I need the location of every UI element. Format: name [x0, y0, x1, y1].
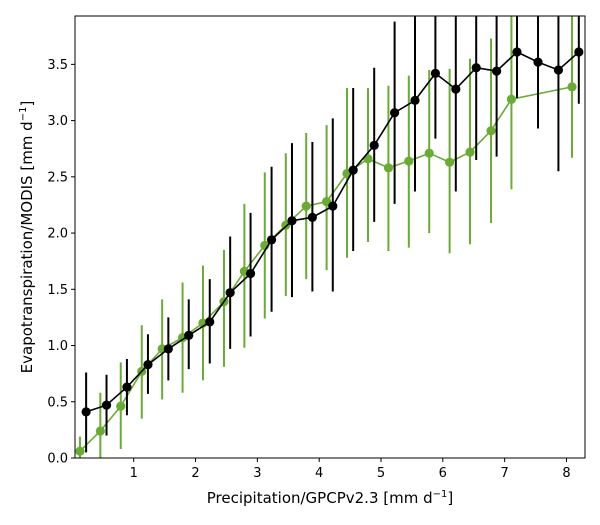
data-point-green	[404, 156, 414, 166]
data-point-green	[567, 82, 577, 92]
series-green	[75, 16, 577, 458]
data-point-black	[369, 140, 379, 150]
data-point-green	[383, 163, 394, 173]
data-point-black	[143, 360, 153, 370]
data-point-black	[533, 57, 543, 67]
data-point-black	[122, 382, 132, 392]
y-tick-label: 3.5	[47, 58, 68, 73]
data-point-black	[574, 47, 584, 57]
data-point-black	[266, 235, 277, 245]
x-axis-label: Precipitation/GPCPv2.3 [mm d−1]	[207, 489, 453, 507]
y-tick-label: 3.0	[47, 114, 68, 129]
y-tick-label: 2.0	[47, 227, 68, 242]
data-point-green	[424, 148, 434, 158]
data-point-black	[307, 212, 317, 222]
y-tick-label: 1.5	[47, 283, 68, 298]
data-point-green	[95, 426, 105, 436]
data-point-black	[451, 84, 461, 94]
data-point-black	[471, 63, 481, 73]
data-point-black	[492, 66, 502, 76]
data-point-black	[163, 344, 173, 354]
x-tick-label: 7	[500, 466, 508, 481]
y-tick-label: 0.5	[47, 395, 68, 410]
data-point-black	[348, 165, 358, 175]
x-tick-label: 1	[130, 466, 138, 481]
x-tick-label: 4	[315, 466, 323, 481]
data-point-black	[205, 317, 215, 327]
x-tick-label: 8	[562, 466, 570, 481]
x-tick-label: 3	[253, 466, 261, 481]
data-point-black	[430, 68, 440, 78]
data-point-green	[301, 201, 311, 211]
data-point-black	[225, 288, 235, 298]
data-point-green	[75, 446, 85, 456]
x-tick-label: 5	[377, 466, 385, 481]
y-tick-label: 0.0	[47, 452, 68, 467]
data-point-black	[184, 330, 194, 341]
x-tick-label: 6	[439, 466, 447, 481]
y-tick-label: 1.0	[47, 339, 68, 354]
data-point-black	[390, 108, 400, 118]
data-point-green	[445, 157, 455, 167]
data-point-black	[410, 95, 420, 105]
series-black	[81, 16, 584, 453]
data-point-black	[101, 400, 112, 410]
data-point-black	[287, 216, 297, 226]
y-tick-label: 2.5	[47, 170, 68, 185]
data-point-black	[81, 407, 91, 417]
data-point-black	[245, 268, 256, 279]
data-point-black	[512, 47, 522, 57]
data-point-green	[116, 401, 126, 411]
data-point-green	[506, 94, 517, 104]
data-point-black	[328, 201, 338, 211]
x-tick-label: 2	[191, 466, 199, 481]
data-point-green	[486, 126, 496, 136]
plot-frame	[74, 15, 586, 459]
y-axis-label: Evapotranspiration/MODIS [mm d−1]	[18, 101, 36, 374]
data-point-black	[553, 65, 564, 75]
data-point-green	[465, 147, 475, 157]
